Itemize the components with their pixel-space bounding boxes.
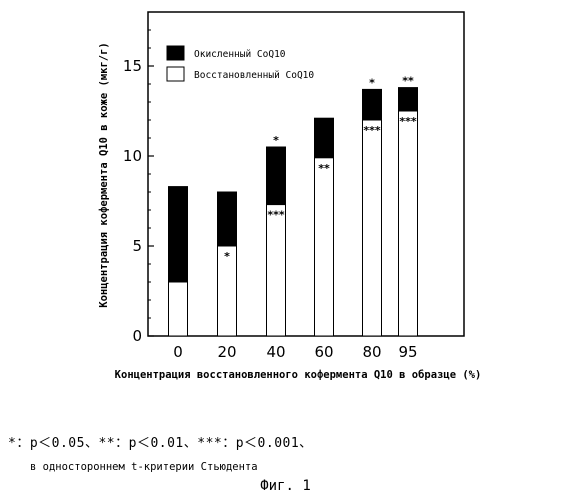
bar-oxidized <box>315 118 334 158</box>
legend-swatch-reduced <box>167 67 184 81</box>
bar-oxidized <box>218 192 237 246</box>
bar-reduced <box>399 111 418 336</box>
legend: Окисленный CoQ10 Восстановленный CoQ10 <box>167 46 314 81</box>
bar-oxidized <box>363 89 382 120</box>
x-tick-label: 80 <box>362 343 381 361</box>
x-tick-label: 40 <box>266 343 285 361</box>
x-axis-title: Концентрация восстановленного кофермента… <box>115 369 482 381</box>
bar-reduced <box>169 282 188 336</box>
reduced-significance-mark: *** <box>363 124 381 137</box>
bar-reduced <box>363 120 382 336</box>
x-axis-ticks: 0 20 40 60 80 95 <box>173 343 417 361</box>
figure-caption: Фиг. 1 <box>0 478 571 494</box>
bar-oxidized <box>399 88 418 111</box>
bar-reduced <box>267 205 286 336</box>
reduced-significance-mark: *** <box>267 209 285 222</box>
legend-label-reduced: Восстановленный CoQ10 <box>194 70 314 81</box>
y-tick-label: 15 <box>123 57 142 75</box>
y-axis-title: Концентрация кофермента Q10 в коже (мкг/… <box>98 42 110 308</box>
reduced-significance-mark: *** <box>399 115 417 128</box>
total-significance-mark: * <box>369 76 375 89</box>
legend-label-oxidized: Окисленный CoQ10 <box>194 49 286 60</box>
reduced-significance-mark: * <box>224 250 230 263</box>
total-significance-mark: * <box>273 134 279 147</box>
bar-oxidized <box>169 187 188 282</box>
y-axis-ticks: 0 5 10 15 <box>123 30 154 345</box>
significance-footnote: *：p＜0.05、**：p＜0.01、***：p＜0.001、 <box>8 432 313 451</box>
y-tick-label: 10 <box>123 147 142 165</box>
y-tick-label: 0 <box>132 327 142 345</box>
total-significance-mark: ** <box>402 75 414 88</box>
bar-reduced <box>315 158 334 336</box>
bar-oxidized <box>267 147 286 205</box>
x-tick-label: 60 <box>314 343 333 361</box>
x-tick-label: 95 <box>398 343 417 361</box>
y-tick-label: 5 <box>132 237 142 255</box>
legend-swatch-oxidized <box>167 46 184 60</box>
test-footnote: в одностороннем t-критерии Стьюдента <box>30 461 258 473</box>
reduced-significance-mark: ** <box>318 162 330 175</box>
x-tick-label: 0 <box>173 343 183 361</box>
x-tick-label: 20 <box>217 343 236 361</box>
chart: 051015 02040608095 **************** Окис… <box>0 0 571 420</box>
